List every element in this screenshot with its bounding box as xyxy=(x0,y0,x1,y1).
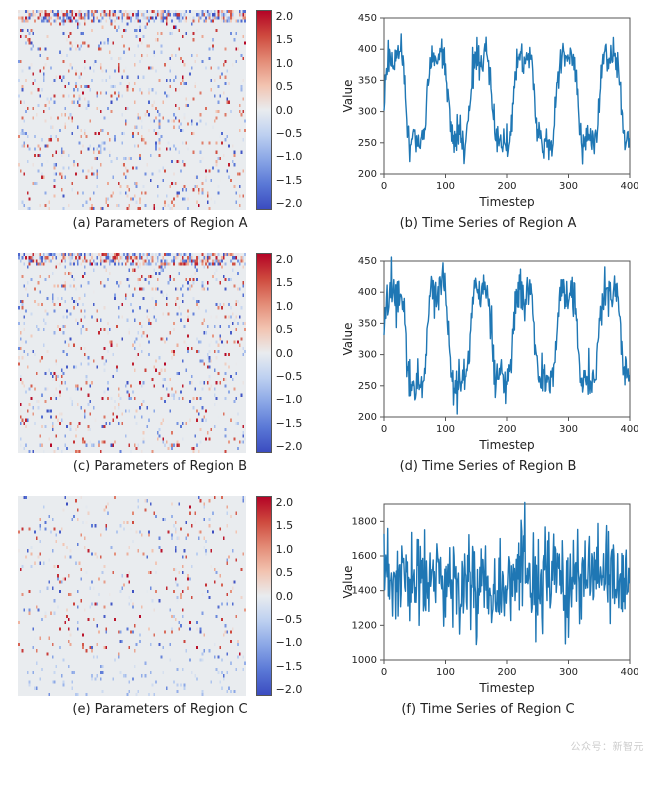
heatmap-c-wrap: 2.0 1.5 1.0 0.5 0.0 −0.5 −1.0 −1.5 −2.0 xyxy=(18,496,303,696)
heatmap-b xyxy=(18,253,246,453)
heatmap-a-wrap: 2.0 1.5 1.0 0.5 0.0 −0.5 −1.0 −1.5 −2.0 xyxy=(18,10,303,210)
ytick-label: 450 xyxy=(358,256,377,267)
xtick-label: 0 xyxy=(381,424,387,435)
xlabel: Timestep xyxy=(478,681,534,695)
xtick-label: 300 xyxy=(559,667,578,678)
ytick-label: 250 xyxy=(358,381,377,392)
series-line xyxy=(384,503,629,645)
xtick-label: 400 xyxy=(620,424,638,435)
ytick-label: 350 xyxy=(358,75,377,86)
ylabel: Value xyxy=(341,80,355,113)
series-line xyxy=(384,257,629,414)
colorbar-tick-label: 0.5 xyxy=(276,80,303,93)
figure-grid: 2.0 1.5 1.0 0.5 0.0 −0.5 −1.0 −1.5 −2.0 (a) Para… xyxy=(0,0,658,759)
colorbar-tick-label: −0.5 xyxy=(276,127,303,140)
colorbar-tick-label: −2.0 xyxy=(276,683,303,696)
colorbar-tick-label: −2.0 xyxy=(276,197,303,210)
ylabel: Value xyxy=(341,566,355,599)
colorbar-tick-label: 1.0 xyxy=(276,300,303,313)
colorbar-tick-label: −1.5 xyxy=(276,417,303,430)
series-line xyxy=(384,34,629,164)
colorbar-tick-label: 1.5 xyxy=(276,33,303,46)
ytick-label: 350 xyxy=(358,318,377,329)
heatmap-a xyxy=(18,10,246,210)
ytick-label: 400 xyxy=(358,44,377,55)
xtick-label: 300 xyxy=(559,424,578,435)
xtick-label: 100 xyxy=(436,667,455,678)
colorbar-tick-label: 2.0 xyxy=(276,10,303,23)
caption-c: (c) Parameters of Region B xyxy=(73,459,247,474)
xtick-label: 300 xyxy=(559,181,578,192)
ytick-label: 400 xyxy=(358,287,377,298)
row-b: 2.0 1.5 1.0 0.5 0.0 −0.5 −1.0 −1.5 −2.0 (c) Para… xyxy=(10,253,648,474)
panel-c-heatmap: 2.0 1.5 1.0 0.5 0.0 −0.5 −1.0 −1.5 −2.0 (c) Para… xyxy=(10,253,310,474)
panel-a-heatmap: 2.0 1.5 1.0 0.5 0.0 −0.5 −1.0 −1.5 −2.0 (a) Para… xyxy=(10,10,310,231)
timeseries-b: 0 100 200 300 400 200 250 300 350 400 450 Timestep V… xyxy=(338,253,638,453)
ytick-label: 300 xyxy=(358,350,377,361)
ylabel: Value xyxy=(341,323,355,356)
xtick-label: 0 xyxy=(381,181,387,192)
xlabel: Timestep xyxy=(478,195,534,209)
colorbar-tick-label: −1.5 xyxy=(276,174,303,187)
panel-b-timeseries: 0 100 200 300 400 200 250 300 350 400 450 Timestep V… xyxy=(328,10,648,231)
colorbar-tick-label: −1.5 xyxy=(276,660,303,673)
colorbar-tick-label: −0.5 xyxy=(276,613,303,626)
row-c: 2.0 1.5 1.0 0.5 0.0 −0.5 −1.0 −1.5 −2.0 (e) Para… xyxy=(10,496,648,717)
ytick-label: 250 xyxy=(358,138,377,149)
ytick-label: 200 xyxy=(358,169,377,180)
colorbar-tick-label: −2.0 xyxy=(276,440,303,453)
colorbar-tick-label: −1.0 xyxy=(276,636,303,649)
colorbar-tick-label: 0.0 xyxy=(276,590,303,603)
xtick-label: 100 xyxy=(436,424,455,435)
colorbar-a: 2.0 1.5 1.0 0.5 0.0 −0.5 −1.0 −1.5 −2.0 xyxy=(256,10,303,210)
panel-e-heatmap: 2.0 1.5 1.0 0.5 0.0 −0.5 −1.0 −1.5 −2.0 (e) Para… xyxy=(10,496,310,717)
colorbar-tick-label: 2.0 xyxy=(276,496,303,509)
heatmap-c xyxy=(18,496,246,696)
xtick-label: 200 xyxy=(497,424,516,435)
ytick-label: 1000 xyxy=(352,655,377,666)
caption-f: (f) Time Series of Region C xyxy=(401,702,574,717)
caption-d: (d) Time Series of Region B xyxy=(400,459,577,474)
ytick-label: 1200 xyxy=(352,620,377,631)
watermark: 公众号：新智元 xyxy=(571,738,645,753)
ytick-label: 1800 xyxy=(352,516,377,527)
ytick-label: 450 xyxy=(358,13,377,24)
xtick-label: 200 xyxy=(497,667,516,678)
xtick-label: 100 xyxy=(436,181,455,192)
colorbar-tick-label: −0.5 xyxy=(276,370,303,383)
colorbar-tick-label: −1.0 xyxy=(276,393,303,406)
ytick-label: 200 xyxy=(358,412,377,423)
colorbar-c: 2.0 1.5 1.0 0.5 0.0 −0.5 −1.0 −1.5 −2.0 xyxy=(256,496,303,696)
caption-a: (a) Parameters of Region A xyxy=(73,216,248,231)
xlabel: Timestep xyxy=(478,438,534,452)
ytick-label: 1400 xyxy=(352,586,377,597)
panel-d-timeseries: 0 100 200 300 400 200 250 300 350 400 450 Timestep V… xyxy=(328,253,648,474)
colorbar-tick-label: 1.5 xyxy=(276,276,303,289)
heatmap-b-wrap: 2.0 1.5 1.0 0.5 0.0 −0.5 −1.0 −1.5 −2.0 xyxy=(18,253,303,453)
colorbar-tick-label: 0.5 xyxy=(276,566,303,579)
colorbar-tick-label: 1.0 xyxy=(276,543,303,556)
xtick-label: 400 xyxy=(620,181,638,192)
ytick-label: 300 xyxy=(358,107,377,118)
colorbar-tick-label: 2.0 xyxy=(276,253,303,266)
xtick-label: 200 xyxy=(497,181,516,192)
timeseries-c: 0 100 200 300 400 1000 1200 1400 1600 1800 Timeste… xyxy=(338,496,638,696)
colorbar-tick-label: 0.5 xyxy=(276,323,303,336)
xtick-label: 400 xyxy=(620,667,638,678)
colorbar-tick-label: −1.0 xyxy=(276,150,303,163)
caption-e: (e) Parameters of Region C xyxy=(72,702,247,717)
colorbar-b: 2.0 1.5 1.0 0.5 0.0 −0.5 −1.0 −1.5 −2.0 xyxy=(256,253,303,453)
colorbar-tick-label: 1.5 xyxy=(276,519,303,532)
timeseries-a: 0 100 200 300 400 200 250 300 350 400 450 Timestep V… xyxy=(338,10,638,210)
colorbar-tick-label: 0.0 xyxy=(276,347,303,360)
caption-b: (b) Time Series of Region A xyxy=(400,216,577,231)
row-a: 2.0 1.5 1.0 0.5 0.0 −0.5 −1.0 −1.5 −2.0 (a) Para… xyxy=(10,10,648,231)
colorbar-tick-label: 0.0 xyxy=(276,104,303,117)
xtick-label: 0 xyxy=(381,667,387,678)
ytick-label: 1600 xyxy=(352,551,377,562)
plot-frame xyxy=(384,261,630,417)
panel-f-timeseries: 0 100 200 300 400 1000 1200 1400 1600 1800 Timeste… xyxy=(328,496,648,717)
colorbar-tick-label: 1.0 xyxy=(276,57,303,70)
